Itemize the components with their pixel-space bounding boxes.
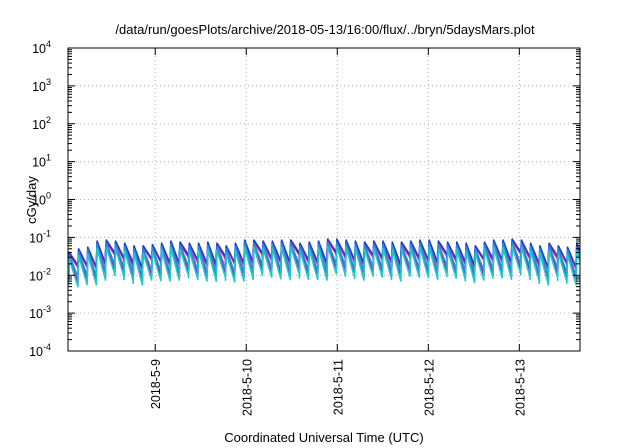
x-axis-label: Coordinated Universal Time (UTC) [224, 430, 423, 445]
x-tick-label: 2018-5-10 [240, 359, 254, 416]
y-tick-label: 104 [32, 39, 51, 56]
y-tick-label: 102 [32, 115, 51, 132]
series-group [68, 238, 580, 288]
y-tick-label: 100 [32, 191, 51, 208]
y-tick-label: 103 [32, 77, 51, 94]
y-tick-label: 10-3 [29, 304, 51, 321]
grid [68, 48, 580, 351]
x-tick-label: 2018-5-11 [331, 359, 345, 415]
chart-title: /data/run/goesPlots/archive/2018-05-13/1… [115, 22, 535, 37]
y-tick-label: 10-1 [29, 228, 51, 245]
series-line [68, 245, 580, 288]
x-axis: 2018-5-9 2018-5-10 2018-5-11 2018-5-12 2018-… [149, 48, 527, 416]
y-axis-label: cGy/day [24, 176, 39, 224]
y-tick-label: 10-2 [29, 266, 51, 283]
y-tick-label: 101 [32, 153, 51, 170]
x-tick-label: 2018-5-13 [513, 359, 527, 416]
y-tick-label: 10-4 [29, 342, 51, 359]
x-tick-label: 2018-5-12 [422, 359, 436, 416]
y-axis: 10-4 10-3 10-2 10-1 100 101 102 103 104 [29, 39, 580, 359]
x-tick-label: 2018-5-9 [149, 359, 163, 409]
